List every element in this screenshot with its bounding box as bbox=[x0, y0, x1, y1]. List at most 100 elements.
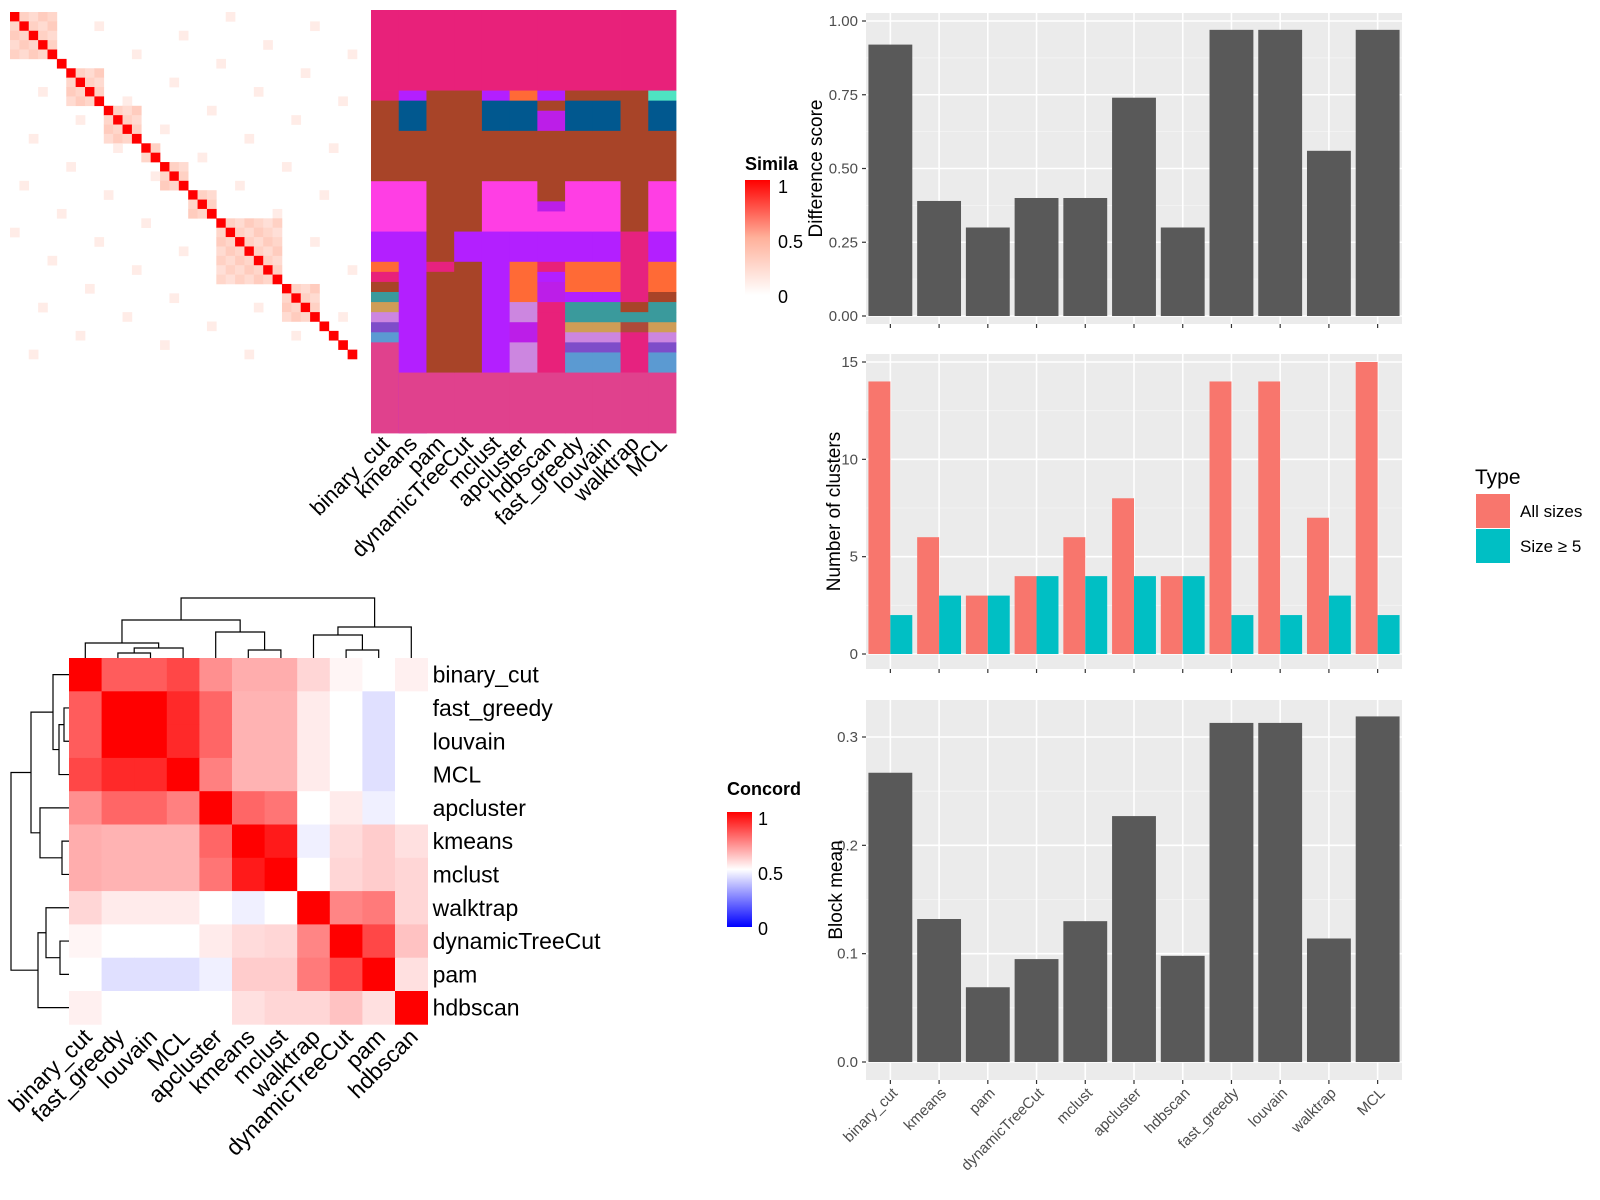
similarity-cell bbox=[225, 12, 236, 22]
bar-all-sizes bbox=[1014, 576, 1037, 654]
assignment-cell bbox=[537, 10, 566, 91]
similarity-cell bbox=[291, 293, 302, 304]
assignment-cell bbox=[648, 372, 677, 434]
similarity-cell bbox=[253, 246, 264, 257]
dendrogram-link bbox=[345, 649, 380, 658]
assignment-cell bbox=[592, 322, 621, 333]
concordance-row-label: walktrap bbox=[432, 895, 519, 921]
assignment-cell bbox=[648, 231, 677, 263]
concordance-cell bbox=[362, 791, 396, 825]
similarity-cell bbox=[244, 349, 255, 360]
assignment-cell bbox=[426, 271, 455, 373]
similarity-cell bbox=[10, 40, 20, 50]
concordance-cell bbox=[297, 691, 331, 725]
concordance-cell bbox=[134, 757, 168, 792]
similarity-cell bbox=[319, 321, 330, 332]
similarity-cell bbox=[38, 30, 48, 41]
similarity-cell bbox=[244, 246, 255, 257]
similarity-cell bbox=[141, 143, 151, 153]
assignment-cell bbox=[481, 90, 511, 102]
similarity-cell bbox=[169, 162, 180, 172]
concordance-cell bbox=[69, 991, 102, 1025]
concordance-cell bbox=[69, 791, 102, 825]
similarity-cell bbox=[75, 115, 86, 125]
similarity-cell bbox=[206, 190, 217, 200]
concordance-cell bbox=[232, 991, 265, 1025]
assignment-cell bbox=[537, 312, 566, 373]
y-tick-label: 0.1 bbox=[837, 946, 858, 963]
similarity-cell bbox=[272, 227, 283, 238]
similarity-cell bbox=[300, 312, 311, 322]
similarity-cell bbox=[300, 293, 311, 304]
similarity-cell bbox=[122, 115, 133, 125]
bar-difference-score bbox=[1258, 29, 1303, 316]
similarity-cell bbox=[178, 171, 189, 182]
assignment-cell bbox=[648, 322, 677, 333]
concordance-cell bbox=[166, 991, 200, 1025]
concordance-cell bbox=[199, 658, 233, 692]
assignment-cell bbox=[620, 332, 649, 373]
concordance-cell bbox=[134, 857, 168, 892]
assignment-cell bbox=[426, 231, 455, 263]
similarity-cell bbox=[206, 105, 217, 116]
similarity-cell bbox=[216, 58, 227, 69]
assignment-cell bbox=[592, 372, 621, 434]
similarity-cell bbox=[291, 302, 302, 313]
bar-block-mean bbox=[1112, 816, 1156, 1062]
similarity-cell bbox=[310, 21, 320, 32]
concordance-row-label: apcluster bbox=[433, 795, 527, 821]
bar-difference-score bbox=[1014, 198, 1059, 316]
similarity-legend: Simila 1 0.5 0 bbox=[745, 154, 803, 307]
bar-x-tick-label: mclust bbox=[1053, 1084, 1096, 1127]
similarity-cell bbox=[19, 49, 30, 60]
similarity-cell bbox=[75, 96, 86, 107]
assignment-cell bbox=[565, 312, 594, 323]
concordance-cell bbox=[69, 724, 102, 759]
concordance-cell bbox=[101, 824, 135, 859]
concordance-cell bbox=[232, 724, 265, 759]
similarity-cell bbox=[244, 237, 255, 247]
assignment-cell bbox=[371, 90, 400, 102]
bar-all-sizes bbox=[1258, 381, 1281, 654]
similarity-cell bbox=[244, 227, 255, 238]
concordance-cell bbox=[69, 957, 102, 992]
assignment-cell bbox=[592, 181, 621, 232]
similarity-cell bbox=[253, 87, 264, 97]
concordance-row-label: louvain bbox=[433, 728, 506, 754]
assignment-cell bbox=[509, 90, 538, 102]
assignment-cell bbox=[371, 332, 400, 343]
similarity-cell bbox=[38, 49, 48, 60]
similarity-cell bbox=[103, 105, 114, 116]
similarity-cell bbox=[66, 77, 76, 88]
similarity-cell bbox=[225, 255, 236, 266]
concordance-cell bbox=[166, 957, 200, 992]
assignment-cell bbox=[537, 302, 566, 313]
assignment-cell bbox=[565, 100, 594, 132]
concordance-cell bbox=[329, 857, 363, 892]
assignment-cell bbox=[565, 130, 594, 182]
concordance-cell bbox=[395, 991, 428, 1025]
similarity-cell bbox=[131, 133, 142, 144]
assignment-cell bbox=[371, 100, 400, 182]
similarity-cell bbox=[347, 49, 358, 60]
concordance-colorbar bbox=[727, 812, 752, 927]
concordance-cell bbox=[134, 891, 168, 925]
concordance-cell bbox=[199, 791, 233, 825]
similarity-cell bbox=[253, 218, 264, 229]
y-tick-label: 0.3 bbox=[837, 729, 858, 746]
similarity-colorbar bbox=[745, 180, 770, 295]
similarity-cell bbox=[113, 115, 123, 125]
concordance-cell bbox=[69, 891, 102, 925]
dendrogram-link bbox=[117, 652, 152, 658]
similarity-cell bbox=[169, 171, 180, 182]
assignment-cell bbox=[509, 10, 538, 91]
bar-block-mean bbox=[1063, 921, 1108, 1062]
concordance-cell bbox=[101, 957, 135, 992]
similarity-cell bbox=[85, 87, 95, 97]
assignment-cell bbox=[592, 261, 621, 293]
concordance-cell bbox=[264, 791, 298, 825]
assignment-cell bbox=[648, 352, 677, 373]
concordance-cell bbox=[134, 824, 168, 859]
assignment-cell bbox=[620, 302, 649, 313]
